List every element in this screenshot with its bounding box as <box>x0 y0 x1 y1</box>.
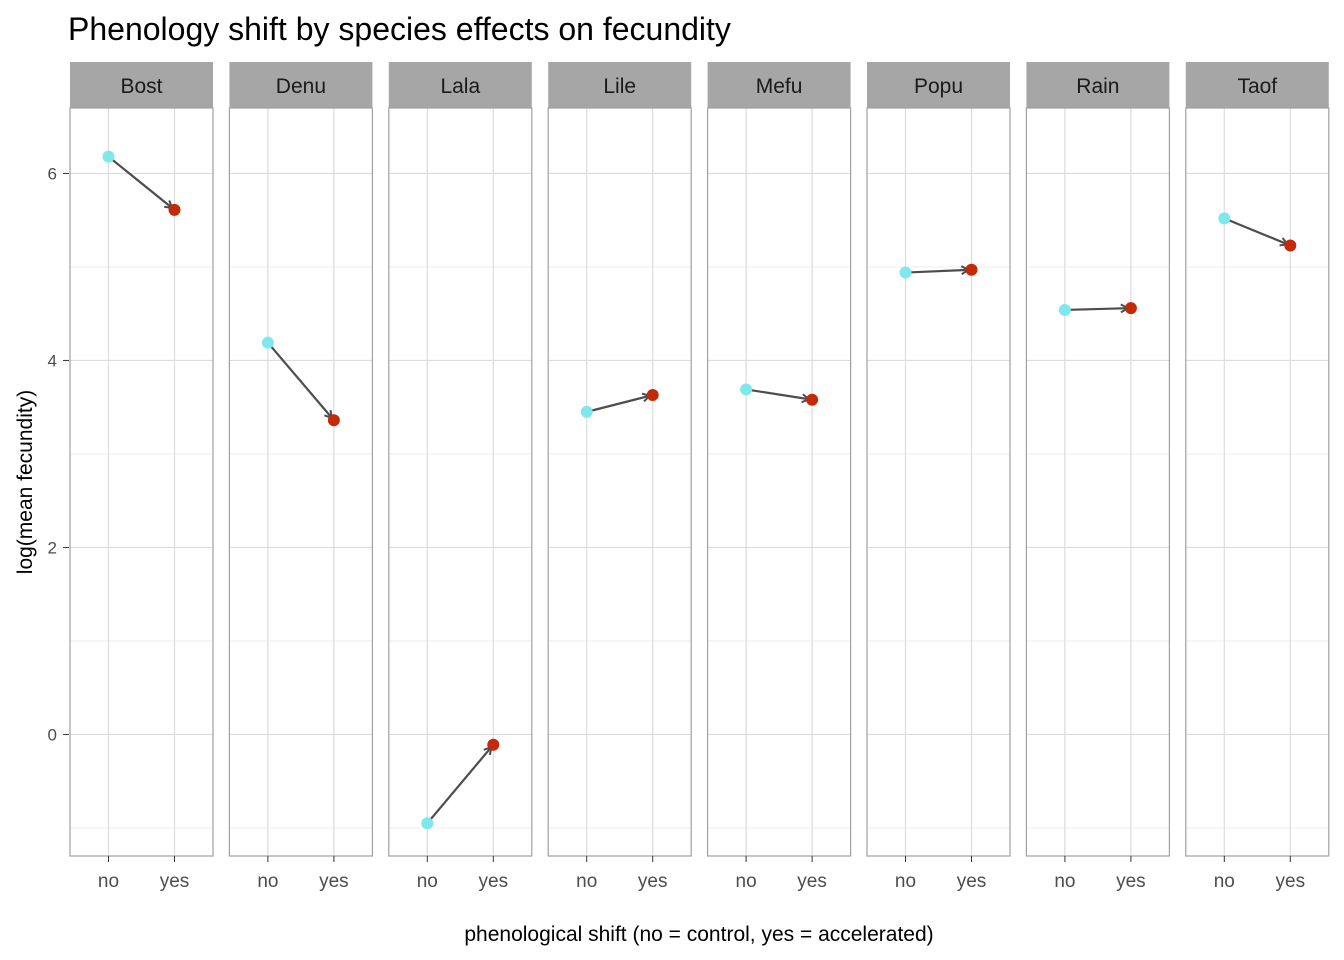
x-tick-label: no <box>98 871 119 892</box>
panel-background <box>867 108 1010 856</box>
x-tick-label: yes <box>1276 871 1306 892</box>
panel-border <box>866 107 1011 857</box>
panel-background <box>548 108 692 856</box>
x-axis-label: phenological shift (no = control, yes = … <box>464 923 933 946</box>
y-tick-label: 2 <box>48 538 57 557</box>
x-tick-label: no <box>1054 871 1075 892</box>
facet-strip <box>548 62 692 108</box>
facet-strip-label: Bost <box>120 75 162 98</box>
x-tick-label: no <box>895 871 916 892</box>
x-tick-label: no <box>257 871 278 892</box>
panel-background <box>1185 108 1329 856</box>
x-tick-label: yes <box>319 871 349 892</box>
point-no <box>102 150 115 163</box>
shift-arrow <box>905 270 969 273</box>
point-no <box>580 405 593 418</box>
shift-arrow <box>107 155 173 208</box>
panel-background <box>1026 108 1170 856</box>
y-axis: 0 2 4 6 <box>48 164 69 744</box>
y-tick-label: 6 <box>48 164 57 183</box>
panel-border <box>1185 107 1330 857</box>
facet-strip <box>70 62 213 108</box>
facet-panel-mefu: Mefu no yes <box>706 62 852 892</box>
point-no <box>421 817 434 830</box>
facet-strip <box>707 62 851 108</box>
facet-strip <box>1026 62 1170 108</box>
facet-strip-label: Lile <box>603 75 636 98</box>
shift-arrow <box>745 388 809 399</box>
chart-title: Phenology shift by species effects on fe… <box>68 11 731 47</box>
facet-strip-label: Rain <box>1076 75 1119 98</box>
facet-strip <box>1185 62 1329 108</box>
x-tick-label: no <box>1214 871 1235 892</box>
facet-strip-label: Denu <box>276 75 326 98</box>
panel-border <box>547 107 692 857</box>
facet-panel-denu: Denu no yes <box>228 62 373 892</box>
shift-arrow <box>1223 217 1287 244</box>
point-no <box>740 383 753 396</box>
facet-panel-taof: Taof no yes <box>1185 62 1330 892</box>
panel-border <box>388 107 533 857</box>
point-yes <box>806 393 819 406</box>
y-tick-label: 4 <box>48 351 57 370</box>
facet-strip <box>867 62 1010 108</box>
facet-panel-bost: Bost no yes <box>69 62 214 892</box>
x-tick-label: no <box>736 871 757 892</box>
point-no <box>1218 212 1231 225</box>
panel-border <box>69 107 214 857</box>
x-tick-label: no <box>576 871 597 892</box>
y-tick-label: 0 <box>48 725 57 744</box>
x-tick-label: no <box>417 871 438 892</box>
x-tick-label: yes <box>479 871 509 892</box>
panel-border <box>228 107 373 857</box>
panel-background <box>707 108 851 856</box>
facet-strip-label: Mefu <box>756 75 803 98</box>
x-tick-label: yes <box>160 871 190 892</box>
facet-panel-rain: Rain no yes <box>1025 62 1171 892</box>
y-axis-label: log(mean fecundity) <box>14 390 37 574</box>
x-tick-label: yes <box>1116 871 1146 892</box>
point-yes <box>965 263 978 276</box>
shift-arrow <box>1064 308 1128 310</box>
point-yes <box>327 414 340 427</box>
shift-arrow <box>586 396 650 413</box>
facet-strip-label: Lala <box>440 75 480 98</box>
facet-panel-lala: Lala no yes <box>388 62 533 892</box>
panel-border <box>706 107 852 857</box>
shift-arrow <box>267 341 332 418</box>
point-yes <box>487 738 500 751</box>
panel-background <box>70 108 213 856</box>
facet-panel-lile: Lile no yes <box>547 62 692 892</box>
point-no <box>899 266 912 279</box>
facet-panel-popu: Popu no yes <box>866 62 1011 892</box>
point-yes <box>168 203 181 216</box>
panel-background <box>229 108 373 856</box>
facet-strip-label: Taof <box>1237 75 1277 98</box>
point-no <box>261 336 274 349</box>
facet-strip <box>388 62 532 108</box>
point-no <box>1058 303 1071 316</box>
panel-border <box>1025 107 1171 857</box>
panel-background <box>388 108 532 856</box>
x-tick-label: yes <box>797 871 827 892</box>
shift-arrow <box>426 747 491 824</box>
facet-strip-label: Popu <box>914 75 963 98</box>
x-tick-label: yes <box>638 871 668 892</box>
point-yes <box>1284 239 1297 252</box>
point-yes <box>646 389 659 402</box>
x-tick-label: yes <box>957 871 987 892</box>
point-yes <box>1124 302 1137 315</box>
facet-strip <box>229 62 373 108</box>
